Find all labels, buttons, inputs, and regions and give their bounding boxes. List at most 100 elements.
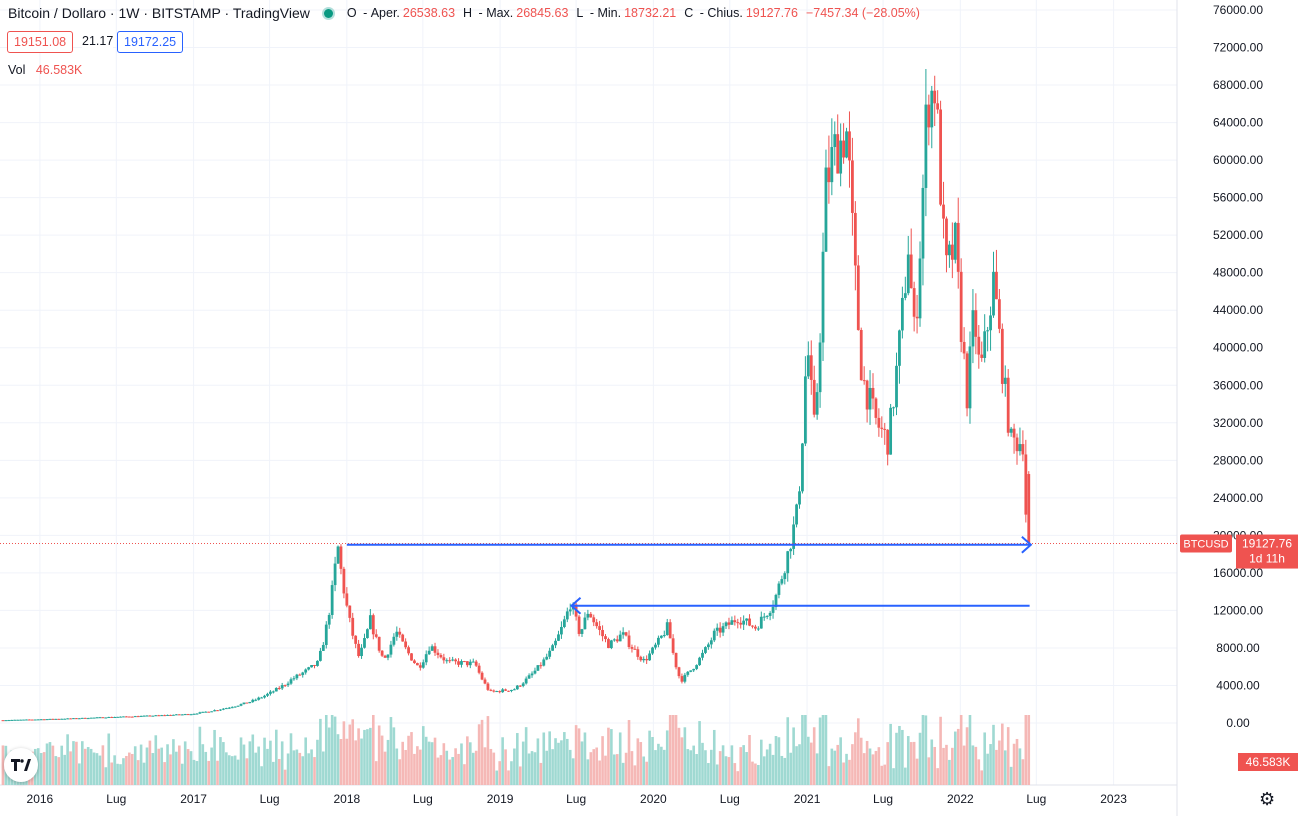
volume-bar: [912, 741, 916, 785]
volume-bar: [927, 757, 931, 785]
candle-body: [560, 626, 563, 635]
candle-body: [318, 650, 322, 661]
candle-body: [692, 668, 696, 671]
ohlc-open-value: 26538.63: [402, 6, 456, 20]
volume-bar: [901, 729, 904, 785]
candle-body: [483, 679, 487, 684]
volume-bar: [304, 737, 307, 785]
candle-body: [783, 573, 787, 580]
buy-button[interactable]: 19172.25: [117, 31, 184, 53]
candle-body: [762, 616, 766, 618]
volume-bar: [530, 751, 534, 785]
candle-body: [815, 392, 819, 415]
candle-body: [983, 331, 987, 358]
volume-bar: [1018, 748, 1022, 785]
volume-bar: [216, 760, 219, 785]
candle-body: [609, 640, 613, 649]
volume-bar: [624, 752, 628, 785]
volume-bar: [430, 742, 434, 785]
volume-bar: [759, 739, 763, 785]
candle-body: [266, 693, 269, 696]
ohlc-low-value: 18732.21: [624, 6, 677, 20]
volume-bar: [377, 725, 381, 785]
volume-bar: [316, 739, 319, 785]
volume-bar: [380, 735, 384, 785]
volume-bar: [742, 745, 745, 785]
candle-body: [577, 616, 581, 634]
y-tick-label: 36000.00: [1213, 378, 1263, 392]
volume-bar: [178, 745, 181, 785]
volume-bar: [809, 742, 813, 785]
candle-body: [445, 660, 449, 662]
volume-bar: [339, 739, 343, 785]
candle-body: [912, 288, 916, 317]
candle-body: [42, 719, 46, 721]
candle-body: [327, 614, 331, 625]
candle-body: [75, 718, 78, 720]
volume-bar: [136, 760, 140, 785]
candle-body: [624, 632, 628, 636]
volume-bar: [727, 757, 731, 785]
y-tick-label: 4000.00: [1216, 678, 1260, 692]
candle-body: [774, 594, 778, 608]
volume-bar: [1015, 738, 1019, 785]
candle-body: [151, 715, 155, 717]
candle-body: [330, 585, 334, 615]
candle-body: [19, 719, 22, 721]
candle-body: [512, 689, 516, 691]
tradingview-logo-icon[interactable]: [4, 748, 38, 782]
volume-bar: [571, 758, 575, 785]
volume-bar: [953, 731, 957, 785]
candle-body: [104, 717, 108, 719]
volume-bar: [801, 715, 804, 785]
volume-bar: [854, 732, 857, 785]
candle-body: [307, 667, 311, 670]
volume-bar: [677, 727, 681, 785]
candle-body: [871, 387, 875, 399]
gear-icon[interactable]: ⚙: [1259, 789, 1276, 809]
candle-body: [510, 689, 513, 692]
volume-bar: [862, 753, 866, 785]
sell-button[interactable]: 19151.08: [7, 31, 74, 53]
volume-bar: [474, 750, 478, 785]
volume-bar: [148, 740, 152, 785]
candle-body: [865, 380, 869, 410]
candle-body: [730, 620, 734, 625]
candle-body: [565, 611, 569, 620]
candle-body: [321, 644, 325, 651]
volume-bar: [92, 752, 96, 785]
candle-body: [921, 187, 925, 259]
volume-bar: [692, 745, 695, 785]
volume-bar: [762, 756, 766, 785]
candle-body: [709, 640, 713, 645]
volume-bar: [895, 732, 898, 785]
candle-body: [336, 546, 340, 564]
candle-body: [72, 718, 75, 720]
volume-bar: [45, 743, 49, 785]
volume-bar: [119, 764, 122, 785]
volume-bar: [230, 756, 234, 785]
candle-body: [542, 659, 546, 666]
volume-bar: [113, 755, 116, 785]
candle-body: [668, 622, 672, 639]
candle-body: [592, 617, 596, 623]
candle-body: [274, 687, 278, 692]
volume-bar: [807, 736, 810, 785]
candle-body: [657, 637, 660, 645]
volume-bar: [607, 727, 610, 785]
candle-body: [742, 620, 746, 625]
volume-bar: [63, 754, 66, 785]
volume-bar: [219, 737, 222, 785]
candle-body: [107, 716, 111, 718]
candle-body: [133, 716, 137, 718]
candle-body: [980, 354, 984, 358]
volume-bar: [992, 724, 995, 785]
volume-bar: [413, 753, 416, 785]
symbol-title[interactable]: Bitcoin / Dollaro · 1W · BITSTAMP · Trad…: [8, 5, 310, 21]
volume-bar: [636, 738, 640, 785]
candle-body: [260, 697, 264, 699]
volume-bar: [468, 742, 472, 785]
volume-bar: [665, 730, 669, 785]
candle-body: [410, 653, 413, 661]
